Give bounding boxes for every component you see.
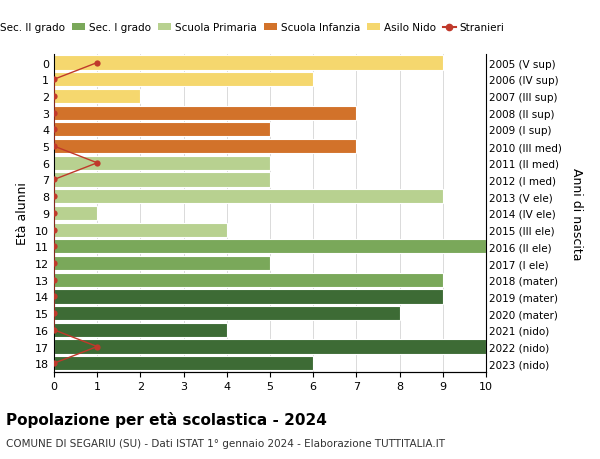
- Bar: [54, 90, 140, 104]
- Y-axis label: Anni di nascita: Anni di nascita: [570, 167, 583, 260]
- Text: Popolazione per età scolastica - 2024: Popolazione per età scolastica - 2024: [6, 411, 327, 427]
- Bar: [54, 340, 486, 354]
- Bar: [54, 273, 443, 287]
- Bar: [54, 323, 227, 337]
- Bar: [54, 106, 356, 121]
- Text: COMUNE DI SEGARIU (SU) - Dati ISTAT 1° gennaio 2024 - Elaborazione TUTTITALIA.IT: COMUNE DI SEGARIU (SU) - Dati ISTAT 1° g…: [6, 438, 445, 448]
- Bar: [54, 240, 486, 254]
- Bar: [54, 356, 313, 370]
- Bar: [54, 290, 443, 304]
- Bar: [54, 190, 443, 204]
- Bar: [54, 56, 443, 71]
- Bar: [54, 257, 270, 270]
- Bar: [54, 140, 356, 154]
- Y-axis label: Età alunni: Età alunni: [16, 182, 29, 245]
- Bar: [54, 73, 313, 87]
- Bar: [54, 223, 227, 237]
- Bar: [54, 306, 400, 320]
- Bar: [54, 173, 270, 187]
- Bar: [54, 207, 97, 220]
- Legend: Sec. II grado, Sec. I grado, Scuola Primaria, Scuola Infanzia, Asilo Nido, Stran: Sec. II grado, Sec. I grado, Scuola Prim…: [0, 19, 509, 37]
- Bar: [54, 123, 270, 137]
- Bar: [54, 157, 270, 170]
